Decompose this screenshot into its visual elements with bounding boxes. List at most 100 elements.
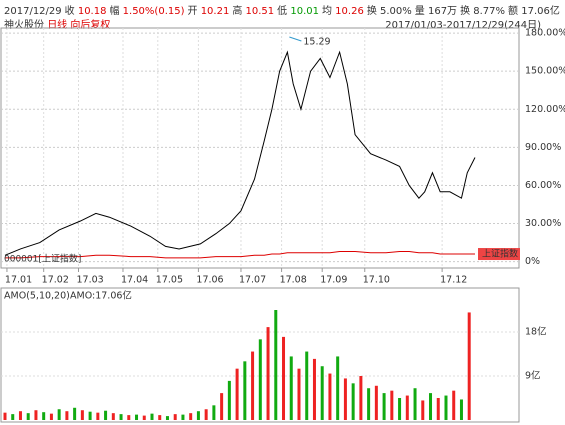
volume-bar (220, 393, 224, 420)
volume-bar (34, 410, 38, 420)
volume-bar (359, 376, 363, 420)
quote-label: 均 (321, 6, 332, 17)
volume-bar (421, 400, 425, 420)
volume-bar (444, 395, 448, 420)
volume-bar (111, 413, 115, 420)
frame (0, 287, 520, 423)
volume-bar (258, 339, 262, 420)
quote-label: 额 (508, 6, 519, 17)
y-tick-label: 90.00% (525, 142, 561, 153)
volume-legend: AMO:17.06亿 (70, 290, 132, 302)
annotation-arrow (289, 36, 302, 42)
volume-bar (3, 412, 7, 420)
volume-bar (65, 411, 69, 420)
y-tick-label: 30.00% (525, 218, 561, 229)
volume-bar (251, 351, 255, 420)
volume-bar (413, 388, 417, 420)
volume-bar (312, 358, 316, 420)
volume-bar (336, 356, 340, 420)
y-tick-label: 9亿 (525, 370, 541, 382)
volume-bar (158, 415, 162, 420)
quote: 换 5.00% (367, 6, 412, 17)
x-tick-label: 17.06 (196, 275, 223, 286)
quote-value: 167万 (427, 6, 458, 17)
volume-bar (467, 312, 471, 420)
volume-bar (436, 398, 440, 420)
volume-bar (49, 413, 53, 420)
x-tick-label: 17.09 (320, 275, 347, 286)
quote-value: 10.01 (290, 6, 319, 17)
volume-bar (374, 385, 378, 420)
volume-bar (127, 415, 131, 420)
quote-label: 收 (64, 6, 75, 17)
volume-bar (452, 390, 456, 420)
annotation: 15.29 (303, 37, 330, 48)
quote-label: 量 (414, 6, 425, 17)
stock: 神火股份 (4, 20, 44, 31)
quote-value: 1.50%(0.15) (122, 6, 185, 17)
volume-bar (165, 416, 169, 420)
volume-bar (204, 409, 208, 420)
volume-bar (459, 399, 463, 420)
volume-bar (42, 412, 46, 420)
volume-bar (57, 409, 61, 420)
volume-bar (289, 356, 293, 420)
volume-bar (343, 378, 347, 420)
volume-bar (390, 390, 394, 420)
quote-bar: 2017/12/29 收 10.18 幅 1.50%(0.15) 开 10.21 高 1… (4, 2, 563, 17)
x-tick-label: 17.12 (440, 275, 467, 286)
volume-bar (320, 366, 324, 420)
volume-bar (328, 373, 332, 420)
quote: 高 10.51 (232, 6, 274, 17)
quote-label: 开 (187, 6, 198, 17)
volume-bar (11, 414, 15, 420)
quote-label: 高 (232, 6, 243, 17)
quote-value: 10.18 (77, 6, 107, 17)
y-tick-label: 120.00% (525, 104, 565, 115)
volume-bar (196, 411, 200, 420)
volume-bar (243, 361, 247, 420)
quote-value: 17.06亿 (521, 6, 560, 17)
y-tick-label: 150.00% (525, 66, 565, 77)
quote-value: 10.26 (335, 6, 364, 17)
volume-bar (181, 414, 185, 420)
y-tick-label: 60.00% (525, 180, 561, 191)
volume-bar (173, 414, 177, 420)
quote: 幅 1.50%(0.15) (109, 6, 184, 17)
price-line (4, 50, 476, 256)
volume-bar (26, 413, 30, 420)
price-line (5, 250, 475, 259)
quote: 换 8.77% (460, 6, 505, 17)
volume-bar (80, 410, 84, 420)
period[interactable]: 日线 (47, 20, 68, 31)
quote-label: 低 (277, 6, 288, 17)
x-tick-label: 17.07 (239, 275, 266, 286)
x-tick-label: 17.05 (156, 275, 183, 286)
volume-bar (266, 327, 270, 420)
quote-value: 10.21 (200, 6, 230, 17)
adjust[interactable]: 向后复权 (70, 20, 111, 31)
y-tick-label: 180.00% (525, 28, 565, 39)
quote-value: 8.77% (473, 6, 506, 17)
legend: 000001[上证指数] (4, 253, 81, 265)
x-tick-label: 17.03 (76, 275, 103, 286)
x-tick-label: 17.02 (42, 275, 69, 286)
quote-label: 幅 (109, 6, 120, 17)
volume-bar (119, 414, 123, 420)
volume-bar (297, 368, 301, 420)
volume-bar (150, 413, 154, 420)
quote: 均 10.26 (322, 6, 364, 17)
quote: 开 10.21 (188, 6, 230, 17)
volume-bar (235, 368, 239, 420)
volume-bar (135, 414, 139, 420)
volume-bar (18, 411, 22, 420)
quote-label: 换 (460, 6, 471, 17)
range: 2017/01/03-2017/12/29(244日) (385, 20, 541, 31)
frame (0, 27, 520, 269)
date: 2017/12/29 (4, 6, 62, 17)
title-bar: 神火股份 日线 向后复权 2017/01/03-2017/12/29(244日) (4, 16, 561, 31)
volume-bar (96, 412, 100, 420)
volume-bar (351, 383, 355, 420)
volume-bar (429, 393, 433, 420)
volume-bar (73, 407, 77, 420)
